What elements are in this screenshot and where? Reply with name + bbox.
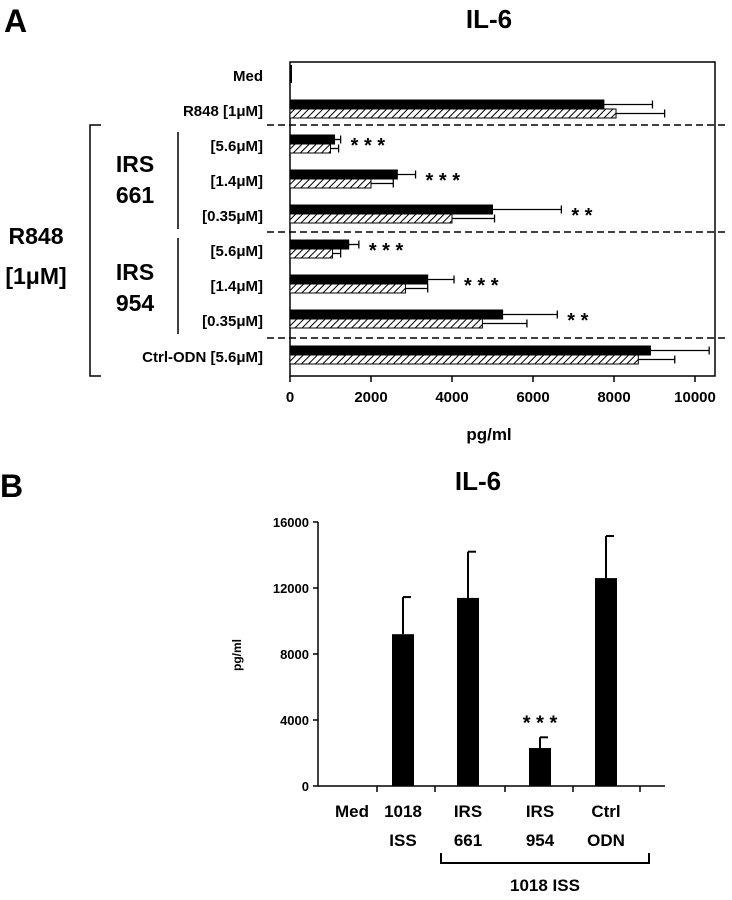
- chart-a-bar-solid: [289, 134, 336, 145]
- chart-a-x-tick-label: 8000: [597, 389, 630, 406]
- chart-b-bracket: [440, 853, 650, 864]
- chart-b-y-tick-label: 12000: [273, 581, 309, 596]
- chart-a-category-label: Ctrl-ODN [5.6μM]: [142, 349, 263, 366]
- chart-b-bar: [457, 597, 479, 786]
- chart-a-bar-hatched: [289, 354, 639, 365]
- chart-b-bar: [529, 748, 551, 786]
- panel-a-letter: A: [4, 3, 27, 39]
- chart-a-bar-hatched: [289, 108, 617, 119]
- chart-a-significance-stars: * * *: [351, 135, 386, 157]
- chart-a-bar-solid: [289, 169, 398, 180]
- bracket-label-r848-line2: [1μM]: [5, 263, 66, 289]
- chart-b-category-label: IRS: [526, 802, 554, 821]
- chart-b-bar: [595, 578, 617, 786]
- chart-a-x-tick-label: 6000: [516, 389, 549, 406]
- bracket-label-r848-line1: R848: [9, 223, 64, 249]
- group-label-irs954-line1: IRS: [116, 259, 154, 285]
- chart-a-category-label: [1.4μM]: [210, 278, 263, 295]
- chart-a-bar-solid: [289, 309, 504, 320]
- chart-a-x-tick-label: 2000: [354, 389, 387, 406]
- chart-b-y-tick-label: 8000: [280, 647, 309, 662]
- group-label-irs661-line2: 661: [116, 182, 155, 208]
- panel-b-letter: B: [0, 468, 23, 504]
- chart-a-significance-stars: * *: [567, 310, 588, 332]
- chart-a: IL-6 pg/ml 0 2000 4000 6000 8000 10000 Med R848…: [5, 4, 727, 444]
- chart-b-y-tick-label: 0: [302, 779, 309, 794]
- chart-a-category-label: [5.6μM]: [210, 138, 263, 155]
- chart-b-category-label: ODN: [587, 831, 625, 850]
- chart-a-x-tick-label: 10000: [674, 389, 716, 406]
- chart-b-category-label: 661: [454, 831, 482, 850]
- chart-a-significance-stars: * * *: [369, 240, 404, 262]
- chart-a-category-label: [0.35μM]: [202, 313, 263, 330]
- chart-b-y-tick-label: 4000: [280, 713, 309, 728]
- chart-a-category-label: [0.35μM]: [202, 208, 263, 225]
- chart-a-bar-hatched: [289, 213, 453, 224]
- chart-b-bracket-label: 1018 ISS: [510, 876, 580, 895]
- chart-a-title: IL-6: [466, 4, 512, 34]
- chart-b-y-tick-label: 16000: [273, 515, 309, 530]
- group-label-irs954-line2: 954: [116, 290, 155, 316]
- chart-b-title: IL-6: [455, 466, 501, 496]
- group-label-irs661-line1: IRS: [116, 151, 154, 177]
- chart-b-category-label: ISS: [389, 831, 416, 850]
- chart-b-y-axis-label: pg/ml: [230, 639, 244, 671]
- chart-b-marks: 0 4000 8000 12000 16000 Med 1018 ISS IRS 661 IRS 95…: [273, 515, 665, 864]
- chart-a-x-tick-label: 4000: [435, 389, 468, 406]
- chart-a-bar-hatched: [289, 248, 334, 259]
- chart-b: IL-6 pg/ml 1018 ISS 0 4000 8000 12000 16000 M…: [230, 466, 665, 895]
- chart-b-significance-stars: * * *: [523, 712, 558, 734]
- chart-a-significance-stars: * *: [571, 205, 592, 227]
- chart-a-bar-solid: [289, 99, 605, 110]
- chart-a-bar-solid: [289, 274, 429, 285]
- chart-b-category-label: Med: [335, 802, 369, 821]
- chart-a-marks: 0 2000 4000 6000 8000 10000 Med R848 [1μM] [5.6μ…: [89, 65, 727, 406]
- chart-b-category-label: 954: [526, 831, 555, 850]
- chart-a-significance-stars: * * *: [426, 170, 461, 192]
- chart-b-category-label: IRS: [454, 802, 482, 821]
- chart-a-category-label: [1.4μM]: [210, 173, 263, 190]
- chart-a-r848-bracket: [89, 124, 101, 377]
- chart-a-bar-solid: [289, 239, 350, 250]
- chart-a-bar-hatched: [289, 143, 331, 154]
- chart-a-bar-solid: [289, 204, 493, 215]
- chart-a-x-axis-label: pg/ml: [466, 425, 511, 444]
- chart-a-category-label: Med: [233, 68, 263, 85]
- chart-b-category-label: 1018: [384, 802, 422, 821]
- chart-a-bar-hatched: [289, 178, 372, 189]
- chart-a-bar-hatched: [289, 283, 406, 294]
- chart-a-x-tick-label: 0: [286, 389, 294, 406]
- chart-a-category-label: R848 [1μM]: [183, 103, 263, 120]
- chart-a-significance-stars: * * *: [464, 275, 499, 297]
- chart-a-category-label: [5.6μM]: [210, 243, 263, 260]
- chart-b-bar: [392, 634, 414, 786]
- chart-a-bar-solid: [289, 345, 651, 356]
- chart-b-category-label: Ctrl: [591, 802, 620, 821]
- chart-a-bar-hatched: [289, 318, 483, 329]
